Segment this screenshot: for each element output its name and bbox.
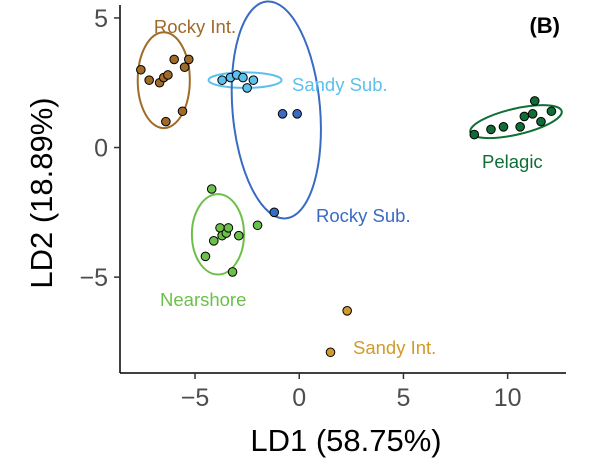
- x-axis-ticks: −5 0 5 10: [181, 373, 522, 412]
- sandy-int-label: Sandy Int.: [353, 337, 436, 358]
- pelagic-label: Pelagic: [482, 151, 543, 172]
- sandy-sub-label: Sandy Sub.: [292, 74, 388, 95]
- x-tick-label: 0: [292, 384, 306, 412]
- rocky-sub-point: [277, 109, 288, 119]
- panel-label: (B): [529, 13, 560, 38]
- nearshore-point: [223, 223, 234, 233]
- rocky-sub-point: [292, 109, 302, 119]
- nearshore-point: [206, 184, 217, 194]
- x-tick-label: −5: [181, 384, 210, 412]
- nearshore-label: Nearshore: [160, 289, 246, 310]
- y-axis-title: LD2 (18.89%): [24, 97, 59, 288]
- pelagic-point: [529, 96, 540, 106]
- x-tick-label: 5: [396, 384, 410, 412]
- rocky-sub-ellipse: [230, 0, 322, 220]
- pelagic-ellipse: [469, 104, 563, 140]
- sandy-sub-point: [242, 83, 252, 93]
- y-tick-label: 0: [94, 135, 108, 163]
- pelagic-point: [515, 122, 525, 132]
- rocky-int-point: [144, 75, 154, 85]
- pelagic-point: [519, 111, 530, 122]
- rocky-int-label: Rocky Int.: [154, 16, 236, 37]
- rocky-int-point: [163, 70, 173, 80]
- y-tick-label: −5: [79, 264, 108, 292]
- pelagic-point: [469, 129, 480, 140]
- rocky-int-point: [136, 64, 146, 75]
- rocky-sub-label: Rocky Sub.: [316, 205, 411, 226]
- rocky-int-point: [169, 54, 179, 65]
- group-label-layer: Rocky Int. Sandy Sub. Rocky Sub. Pelagic Nea…: [154, 16, 543, 358]
- pelagic-point: [546, 106, 557, 117]
- pelagic-point: [536, 116, 546, 127]
- sandy-int-point: [342, 306, 352, 316]
- nearshore-point: [252, 220, 263, 231]
- x-tick-label: 10: [494, 384, 522, 412]
- pelagic-point: [498, 122, 509, 132]
- pelagic-point: [486, 124, 496, 135]
- rocky-int-point: [183, 54, 194, 65]
- sandy-sub-point: [248, 75, 259, 85]
- nearshore-point: [208, 236, 219, 246]
- sandy-sub-point: [217, 75, 227, 85]
- sandy-int-point: [325, 347, 336, 358]
- sandy-sub-point: [238, 72, 248, 83]
- nearshore-point: [227, 267, 238, 277]
- pelagic-point: [527, 109, 538, 119]
- point-layer: [136, 54, 557, 358]
- rocky-sub-point: [269, 207, 280, 218]
- rocky-int-point: [179, 62, 190, 72]
- nearshore-ellipse: [190, 193, 246, 276]
- rocky-int-point: [161, 116, 171, 127]
- rocky-int-ellipse: [136, 31, 191, 130]
- x-axis-title: LD1 (58.75%): [250, 423, 441, 458]
- y-axis-ticks: −5 0 5: [79, 5, 120, 292]
- y-tick-label: 5: [94, 5, 108, 33]
- ellipse-layer: [136, 0, 563, 276]
- rocky-int-point: [177, 106, 188, 117]
- nearshore-point: [233, 230, 244, 241]
- nearshore-point: [200, 251, 211, 262]
